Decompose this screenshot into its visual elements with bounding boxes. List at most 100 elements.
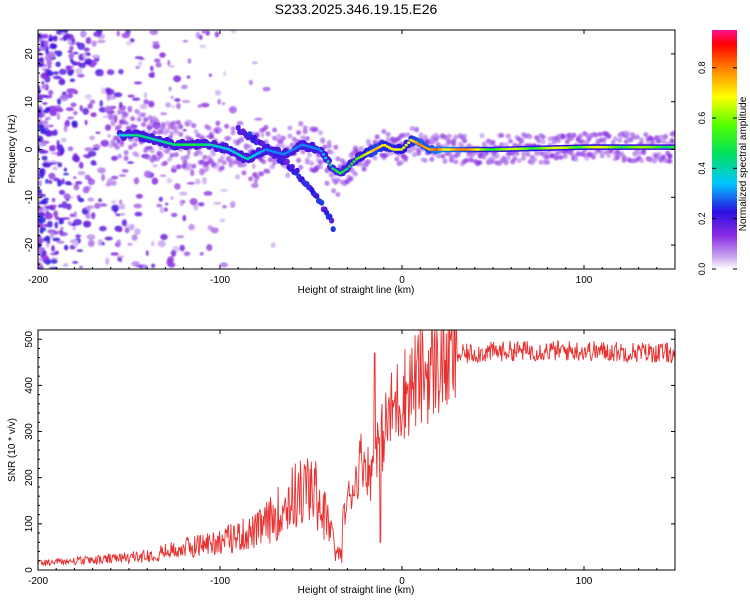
halo-blob — [591, 154, 596, 160]
noise-blob — [38, 192, 42, 197]
ridge-core — [414, 140, 418, 144]
halo-blob — [512, 156, 518, 162]
ridge-core — [461, 148, 465, 151]
noise-blob — [214, 89, 221, 96]
halo-blob — [176, 164, 181, 170]
ridge-core — [525, 147, 529, 151]
y-tick-label: 300 — [24, 423, 35, 440]
halo-blob — [569, 150, 575, 156]
halo-blob — [352, 145, 358, 151]
halo-blob — [348, 176, 354, 182]
ridge-core — [369, 150, 373, 154]
noise-blob — [55, 161, 59, 164]
ridge-core — [260, 150, 264, 153]
ridge-core — [388, 146, 392, 150]
ridge-core — [459, 148, 463, 151]
halo-blob — [272, 160, 278, 166]
noise-blob — [82, 186, 90, 194]
noise-blob — [152, 43, 160, 50]
snr-frame — [37, 329, 676, 571]
ridge-core — [605, 145, 609, 149]
noise-blob — [84, 147, 93, 152]
noise-blob — [44, 69, 52, 73]
halo-blob — [265, 168, 271, 174]
ridge-core — [399, 148, 404, 151]
halo-blob — [671, 130, 675, 136]
noise-blob — [171, 105, 176, 109]
noise-blob — [183, 251, 191, 257]
noise-blob — [69, 78, 76, 83]
ridge-core — [158, 139, 162, 143]
ridge-core — [648, 145, 652, 149]
noise-blob — [137, 61, 143, 66]
ridge-core — [563, 146, 567, 150]
noise-blob — [262, 86, 271, 92]
halo-blob — [130, 116, 136, 122]
noise-blob — [47, 220, 53, 228]
ridge-core — [194, 143, 198, 147]
halo-blob — [280, 135, 286, 141]
noise-blob — [52, 237, 61, 242]
noise-blob — [38, 107, 43, 115]
halo-blob — [304, 157, 310, 163]
noise-blob — [54, 50, 58, 55]
noise-blob — [70, 102, 77, 108]
noise-blob — [40, 150, 49, 154]
noise-blob — [45, 178, 49, 184]
noise-blob — [270, 242, 276, 249]
ridge-core — [430, 148, 434, 151]
x-tick-label: -100 — [210, 275, 230, 286]
noise-blob — [194, 178, 201, 185]
noise-blob — [111, 204, 120, 212]
noise-blob — [75, 42, 81, 46]
noise-blob — [45, 107, 51, 111]
noise-blob — [43, 197, 49, 201]
ridge-core — [134, 133, 139, 137]
noise-blob — [58, 189, 66, 195]
noise-blob — [58, 68, 67, 75]
halo-blob — [606, 153, 612, 158]
halo-blob — [411, 152, 417, 158]
noise-blob — [110, 252, 119, 256]
noise-blob — [100, 139, 110, 147]
noise-blob — [95, 131, 101, 134]
x-tick-label: 100 — [576, 275, 593, 286]
halo-blob — [540, 139, 546, 145]
halo-blob — [403, 155, 409, 161]
halo-blob — [385, 137, 391, 142]
halo-blob — [202, 154, 208, 160]
halo-blob — [307, 152, 312, 158]
ridge-core — [359, 155, 363, 159]
halo-blob — [117, 124, 122, 130]
ridge-core — [572, 146, 576, 149]
noise-blob — [201, 30, 206, 34]
ridge-core — [168, 142, 172, 145]
ridge-core — [638, 145, 643, 149]
ridge-core — [283, 151, 288, 155]
halo-blob — [577, 133, 583, 139]
ridge-core — [191, 143, 195, 147]
halo-blob — [141, 112, 147, 118]
noise-blob — [116, 239, 121, 247]
noise-blob — [221, 102, 226, 106]
y-tick-label: 0 — [24, 146, 35, 152]
noise-blob — [119, 213, 126, 216]
ridge-core — [309, 145, 314, 149]
ridge-core — [622, 145, 626, 149]
noise-blob — [57, 98, 62, 105]
branch-blob — [252, 134, 258, 141]
ridge-core — [470, 148, 474, 151]
ridge-core — [409, 138, 413, 142]
halo-blob — [481, 154, 487, 160]
x-tick-label: 0 — [399, 275, 405, 286]
noise-blob — [65, 182, 73, 186]
noise-blob — [77, 61, 81, 65]
snr-xlabel: Height of straight line (km) — [298, 585, 415, 596]
noise-blob — [127, 94, 135, 98]
ridge-core — [475, 148, 479, 151]
halo-blob — [173, 152, 179, 158]
halo-blob — [464, 157, 470, 163]
halo-blob — [394, 156, 400, 162]
noise-blob — [48, 172, 56, 180]
noise-blob — [219, 218, 226, 223]
